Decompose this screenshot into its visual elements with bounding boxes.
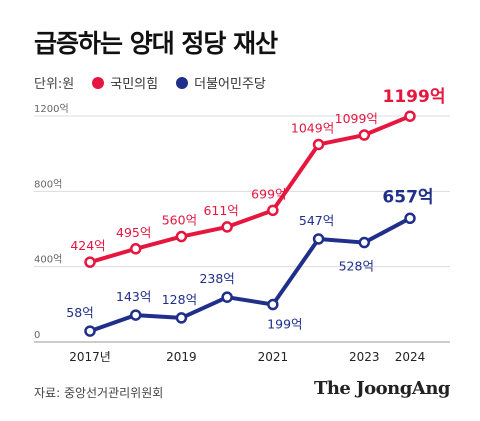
data-label: 657억 (382, 187, 433, 207)
data-label: 424억 (70, 238, 105, 253)
data-point (312, 233, 325, 245)
x-tick-label: 2017년 (69, 350, 111, 364)
data-point (358, 236, 371, 249)
legend-label-ppp: 국민의힘 (110, 77, 159, 92)
data-label: 1049억 (291, 120, 334, 135)
series-line (88, 114, 412, 265)
data-point (221, 291, 233, 303)
data-label: 560억 (162, 213, 197, 228)
data-point (175, 230, 188, 243)
data-point (358, 129, 371, 141)
source-note: 자료: 중앙선거관리위원회 (34, 386, 164, 400)
data-label: 1099억 (335, 111, 378, 126)
data-point (312, 138, 325, 151)
legend: 단위:원 국민의힘 더불어민주당 (34, 73, 266, 92)
data-label: 238억 (199, 271, 234, 286)
data-label: 611억 (203, 203, 238, 218)
unit-label: 단위:원 (34, 77, 75, 92)
data-point (404, 110, 416, 122)
data-label: 495억 (116, 225, 151, 240)
series-line (88, 216, 412, 334)
data-point (267, 204, 279, 217)
data-label: 58억 (66, 305, 93, 320)
data-point (404, 212, 416, 225)
data-label: 528억 (339, 259, 374, 274)
data-label: 547억 (299, 213, 334, 228)
x-tick-label: 2021 (258, 350, 289, 364)
data-label: 199억 (267, 317, 302, 332)
legend-dot-ppp (92, 76, 105, 89)
data-label: 699억 (251, 186, 286, 201)
y-tick-label: 1200억 (34, 103, 69, 115)
data-point (129, 309, 142, 321)
chart-title: 급증하는 양대 정당 재산 (34, 29, 278, 58)
data-label: 143억 (116, 289, 151, 304)
data-point (267, 298, 279, 311)
x-tick-label: 2023 (349, 350, 380, 364)
publisher-logo: The JoongAng (313, 378, 451, 399)
y-tick-label: 0 (34, 330, 40, 341)
data-point (84, 256, 96, 268)
legend-label-dp: 더불어민주당 (194, 77, 266, 92)
y-tick-label: 800억 (34, 178, 62, 190)
data-point (221, 221, 233, 233)
y-tick-label: 400억 (34, 254, 62, 266)
data-point (175, 312, 188, 324)
data-point (129, 243, 142, 255)
data-label: 128억 (162, 292, 197, 307)
legend-dot-dp (176, 76, 189, 89)
x-tick-label: 2019 (166, 350, 197, 364)
data-point (84, 325, 96, 337)
data-label: 1199억 (383, 87, 446, 107)
x-tick-label: 2024 (395, 350, 426, 364)
